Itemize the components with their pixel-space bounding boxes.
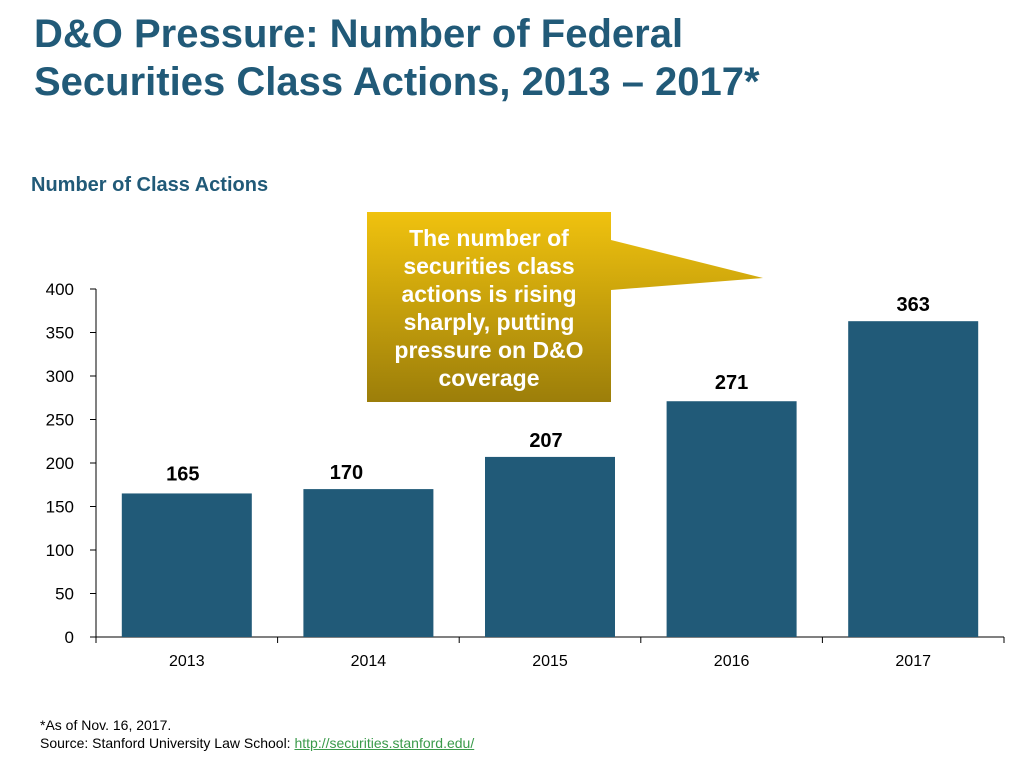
source-text: Source: Stanford University Law School: — [40, 735, 291, 751]
chart-labels: 2013 165 2014 170 2015 207 2016 271 2017 363 — [166, 294, 931, 670]
chart-bars — [121, 321, 979, 637]
chart-subtitle: Number of Class Actions — [31, 174, 269, 196]
y-tick-label: 100 — [46, 541, 74, 560]
slide-title: D&O Pressure: Number of Federal Securiti… — [34, 12, 760, 104]
bar-2015 — [485, 456, 615, 637]
y-tick-label: 350 — [46, 324, 74, 343]
footnote: *As of Nov. 16, 2017. Source: Stanford U… — [40, 716, 474, 752]
callout-box — [367, 212, 763, 402]
data-label-2013: 165 — [166, 463, 199, 485]
bar-2017 — [848, 321, 979, 637]
y-tick-label: 200 — [46, 454, 74, 473]
y-tick-label: 50 — [55, 585, 74, 604]
bar-2013 — [121, 493, 252, 637]
x-tick-label: 2013 — [169, 653, 205, 670]
y-tick-label: 300 — [46, 367, 74, 386]
footnote-as-of: *As of Nov. 16, 2017. — [40, 717, 172, 733]
data-label-2016: 271 — [715, 372, 748, 394]
x-tick-label: 2017 — [895, 653, 931, 670]
y-tick-label: 250 — [46, 411, 74, 430]
y-tick-label: 150 — [46, 498, 74, 517]
callout-text: The number of securities class actions i… — [394, 225, 584, 391]
x-tick-label: 2014 — [351, 653, 387, 670]
x-tick-label: 2015 — [532, 653, 568, 670]
data-label-2014: 170 — [330, 462, 363, 484]
x-tick-label: 2016 — [714, 653, 750, 670]
source-link[interactable]: http://securities.stanford.edu/ — [294, 735, 475, 751]
data-label-2015: 207 — [529, 430, 562, 452]
footnote-source: Source: Stanford University Law School: … — [40, 734, 474, 752]
y-tick-label: 400 — [46, 280, 74, 299]
y-tick-label: 0 — [65, 628, 74, 647]
bar-2016 — [666, 401, 797, 637]
data-label-2017: 363 — [897, 294, 930, 316]
bar-2014 — [303, 489, 434, 637]
